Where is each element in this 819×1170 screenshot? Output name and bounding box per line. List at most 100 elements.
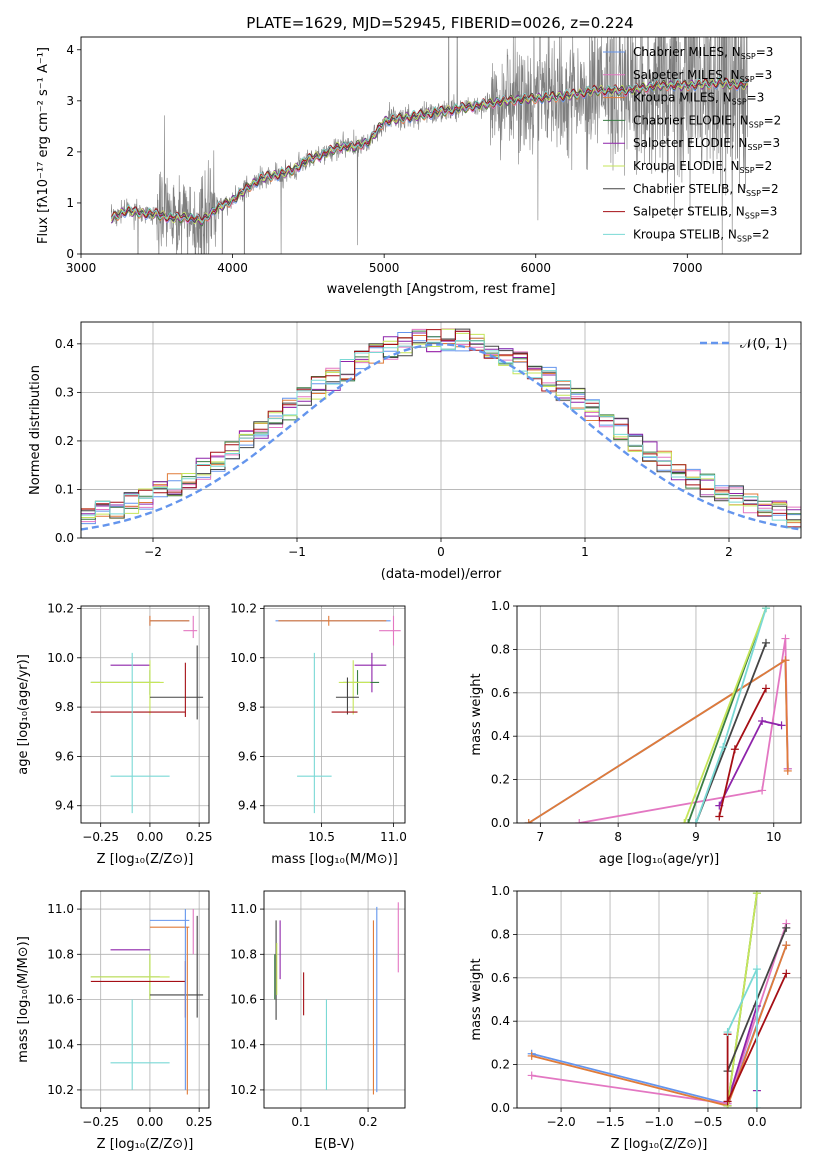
normal-curve — [81, 343, 801, 531]
series-marker — [752, 891, 761, 898]
y-tick-label: 3 — [66, 94, 74, 108]
x-tick-label: −2.0 — [546, 1115, 575, 1129]
x-axis-label: E(B-V) — [314, 1137, 354, 1152]
model-line-kroupa_stelib — [111, 76, 749, 224]
mass_vs_Z-frame — [80, 890, 210, 1109]
y-tick-label: 10.8 — [230, 947, 257, 961]
mass_vs_Z-points — [90, 909, 204, 1095]
y-tick-label: 1.0 — [491, 599, 510, 613]
mass_weight_vs_Z-frame — [516, 890, 802, 1109]
series-line-salpeter_elodie — [726, 1005, 758, 1102]
y-tick-label: 10.6 — [47, 993, 74, 1007]
x-tick-label: 10.5 — [308, 830, 335, 844]
y-tick-label: 10.6 — [230, 993, 257, 1007]
x-axis-label: (data-model)/error — [381, 567, 502, 582]
hist-kroupa_stelib — [81, 340, 801, 532]
y-tick-label: 0.2 — [491, 1058, 510, 1072]
y-tick-label: 2 — [66, 145, 74, 159]
age_vs_Z-frame — [80, 605, 210, 824]
y-tick-label: 0.6 — [491, 971, 510, 985]
x-tick-label: 11.0 — [380, 830, 407, 844]
series-marker — [715, 812, 724, 821]
mass_weight_vs_age-frame — [516, 605, 802, 824]
x-tick-label: 2 — [725, 545, 733, 559]
series-marker — [752, 1104, 761, 1108]
series-marker — [777, 721, 786, 730]
x-tick-label: 0.2 — [359, 1115, 378, 1129]
series-marker — [691, 819, 700, 823]
x-tick-label: −1.0 — [644, 1115, 673, 1129]
series-marker — [783, 766, 792, 775]
age_vs_Z-points — [90, 615, 204, 814]
y-tick-label: 0.2 — [491, 773, 510, 787]
y-tick-label: 0.6 — [491, 686, 510, 700]
series-marker — [527, 1071, 536, 1080]
legend-label: Kroupa STELIB, NSSP=2 — [633, 227, 770, 243]
x-tick-label: 0.25 — [186, 830, 213, 844]
series-marker — [524, 819, 533, 823]
y-tick-label: 0.4 — [55, 337, 74, 351]
x-axis-label: age [log₁₀(age/yr)] — [599, 852, 720, 867]
x-tick-label: 8 — [614, 830, 622, 844]
x-axis-label: Z [log₁₀(Z/Z⊙)] — [97, 1137, 194, 1152]
x-tick-label: 3000 — [66, 261, 97, 275]
x-tick-label: 4000 — [217, 261, 248, 275]
series-marker — [723, 1097, 732, 1106]
legend-label: Salpeter STELIB, NSSP=3 — [633, 205, 777, 221]
y-tick-label: 10.4 — [230, 1038, 257, 1052]
series-marker — [781, 656, 790, 665]
x-tick-label: 0.25 — [186, 1115, 213, 1129]
y-tick-label: 4 — [66, 43, 74, 57]
x-tick-label: 9 — [692, 830, 700, 844]
x-tick-label: 0.00 — [137, 1115, 164, 1129]
x-tick-label: 0.1 — [291, 1115, 310, 1129]
y-tick-label: 1 — [66, 196, 74, 210]
x-tick-label: −0.25 — [82, 830, 119, 844]
mass_vs_ebv-axes: 0.1 0.2 10.2 10.4 10.6 10.8 11.0 — [230, 891, 405, 1129]
residuals-axes: −2 −1 0 1 2 0.0 0.1 0.2 0.3 0.4 — [55, 322, 801, 559]
series-marker — [719, 743, 728, 752]
y-tick-label: 9.4 — [55, 799, 74, 813]
series-marker — [782, 941, 791, 950]
x-tick-label: 1 — [581, 545, 589, 559]
y-tick-label: 1.0 — [491, 884, 510, 898]
y-tick-label: 10.0 — [230, 651, 257, 665]
x-tick-label: −1.5 — [595, 1115, 624, 1129]
series-marker — [527, 1051, 536, 1060]
series-marker — [761, 684, 770, 693]
y-tick-label: 10.8 — [47, 947, 74, 961]
y-tick-label: 0.8 — [491, 642, 510, 656]
x-tick-label: −1 — [288, 545, 306, 559]
spectrum-legend: Chabrier MILES, NSSP=3 Salpeter MILES, NS… — [603, 45, 781, 243]
legend-label: 𝒩(0, 1) — [740, 337, 787, 352]
series-marker — [752, 965, 761, 974]
y-tick-label: 10.0 — [47, 651, 74, 665]
series-line-kroupa_elodie — [683, 607, 767, 823]
series-marker — [761, 606, 770, 613]
series-marker — [781, 634, 790, 643]
y-tick-label: 0.2 — [55, 434, 74, 448]
age_vs_mass-axes: 10.5 11.0 9.4 9.6 9.8 10.0 10.2 — [230, 601, 407, 844]
mass_weight_vs_age-lines — [524, 606, 792, 823]
y-tick-label: 0.3 — [55, 385, 74, 399]
y-tick-label: 10.2 — [47, 601, 74, 615]
series-marker — [680, 819, 689, 823]
y-tick-label: 9.4 — [238, 799, 257, 813]
y-tick-label: 9.8 — [55, 700, 74, 714]
age_vs_Z-axes: −0.25 0.00 0.25 9.4 9.6 9.8 10.0 10.2 — [47, 601, 212, 844]
legend-label: Chabrier STELIB, NSSP=2 — [633, 182, 779, 198]
mass_vs_ebv-points — [274, 902, 399, 1095]
x-tick-label: 5000 — [369, 261, 400, 275]
y-axis-label: Flux [fλ10⁻¹⁷ erg cm⁻² s⁻¹ A⁻¹] — [36, 47, 51, 244]
y-tick-label: 11.0 — [47, 902, 74, 916]
series-marker — [761, 638, 770, 647]
y-tick-label: 10.2 — [47, 1083, 74, 1097]
legend-label: Chabrier ELODIE, NSSP=2 — [633, 113, 781, 129]
series-marker — [575, 819, 584, 823]
series-marker — [684, 819, 693, 823]
plots: 3000 4000 5000 6000 7000 0 1 2 3 4 Chabrier MILES,… — [16, 36, 802, 1152]
legend-label: Kroupa ELODIE, NSSP=2 — [633, 159, 772, 175]
y-tick-label: 10.2 — [230, 1083, 257, 1097]
residual-hist — [81, 328, 801, 532]
